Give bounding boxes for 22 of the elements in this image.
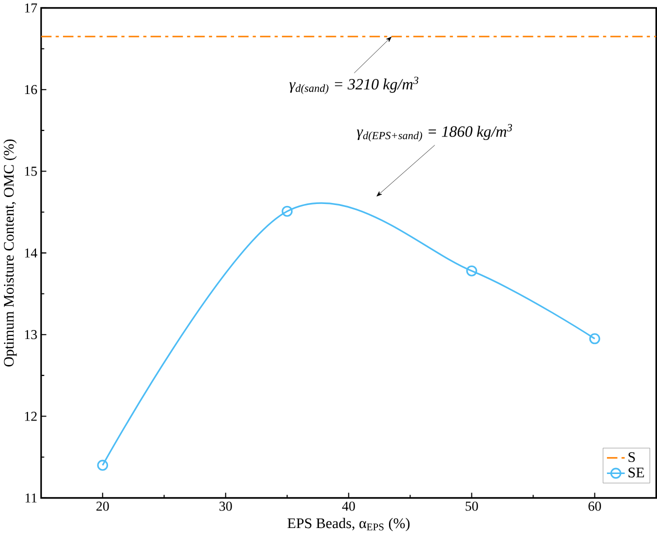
legend-label: S — [628, 452, 635, 462]
x-tick-label: 20 — [96, 502, 109, 511]
x-tick-label: 30 — [220, 502, 232, 511]
y-tick-label: 11 — [26, 494, 37, 503]
x-axis-title: EPS Beads, α$_{EPS}$ (%) — [288, 518, 410, 532]
y-tick-label: 13 — [25, 330, 37, 340]
annotation: γ$_{d(EPS+sand)}$ = 1860 kg/m$^{3}$ — [356, 124, 512, 142]
point — [466, 266, 478, 277]
point — [282, 206, 293, 217]
y-tick-label: 12 — [25, 412, 37, 421]
legend-label: SE — [628, 468, 644, 478]
point — [97, 460, 108, 471]
y-tick-label: 17 — [25, 4, 38, 13]
y-axis-title: Optimum Moisture Content, OMC (%) — [3, 140, 17, 367]
point — [589, 333, 600, 344]
annotation: γ$_{d(sand)}$ = 3210 kg/m$^{3}$ — [289, 76, 418, 94]
y-tick-label: 14 — [25, 248, 38, 258]
x-tick-label: 40 — [342, 502, 355, 511]
x-tick-label: 60 — [588, 502, 601, 511]
y-tick-label: 15 — [25, 166, 37, 176]
x-tick-label: 50 — [466, 502, 478, 511]
y-tick-label: 16 — [25, 85, 38, 94]
